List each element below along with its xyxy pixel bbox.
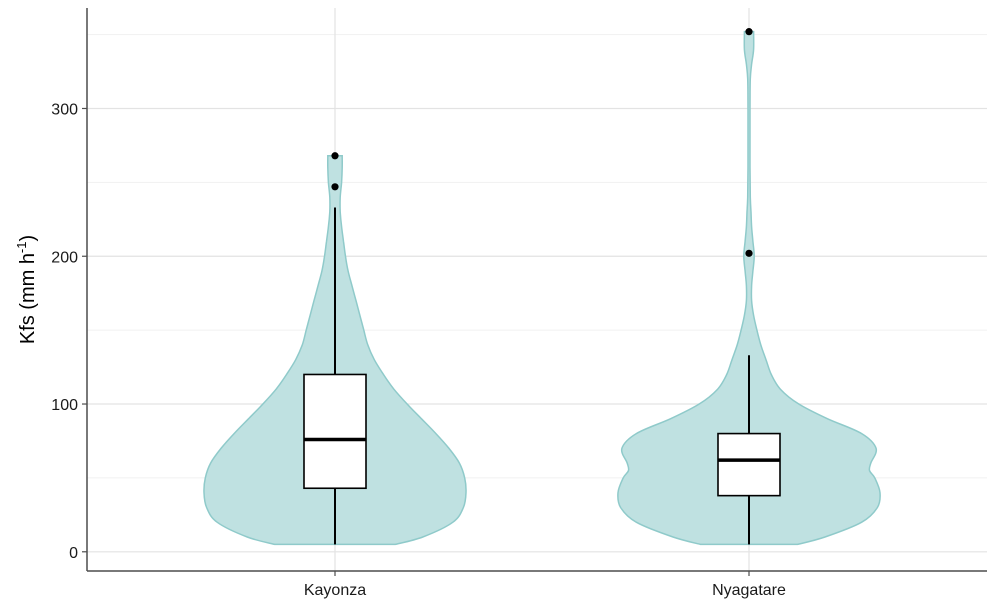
y-axis-title-main: Kfs (mm h bbox=[17, 253, 39, 344]
x-tick-label: Nyagatare bbox=[712, 582, 786, 599]
boxplots bbox=[303, 28, 781, 545]
y-axis-title: Kfs (mm h-1) bbox=[14, 235, 39, 344]
box-kayonza bbox=[303, 373, 367, 490]
x-tick-label: Kayonza bbox=[304, 582, 366, 599]
tick-labels: 0 100 200 300 Kayonza Nyagatare bbox=[51, 101, 786, 599]
y-axis-title-superscript: -1 bbox=[14, 241, 29, 253]
box-nyagatare bbox=[717, 432, 781, 497]
outlier-point-kayonza bbox=[331, 183, 339, 191]
y-tick-label: 0 bbox=[69, 545, 78, 562]
outlier-point-kayonza bbox=[331, 152, 339, 160]
y-tick-label: 100 bbox=[51, 397, 78, 414]
outlier-point-nyagatare bbox=[745, 28, 753, 36]
violin-nyagatare bbox=[617, 30, 881, 546]
outlier-point-nyagatare bbox=[745, 249, 753, 257]
y-tick-label: 300 bbox=[51, 101, 78, 118]
y-axis-title-close: ) bbox=[17, 235, 39, 242]
y-tick-label: 200 bbox=[51, 249, 78, 266]
axes bbox=[86, 8, 987, 572]
